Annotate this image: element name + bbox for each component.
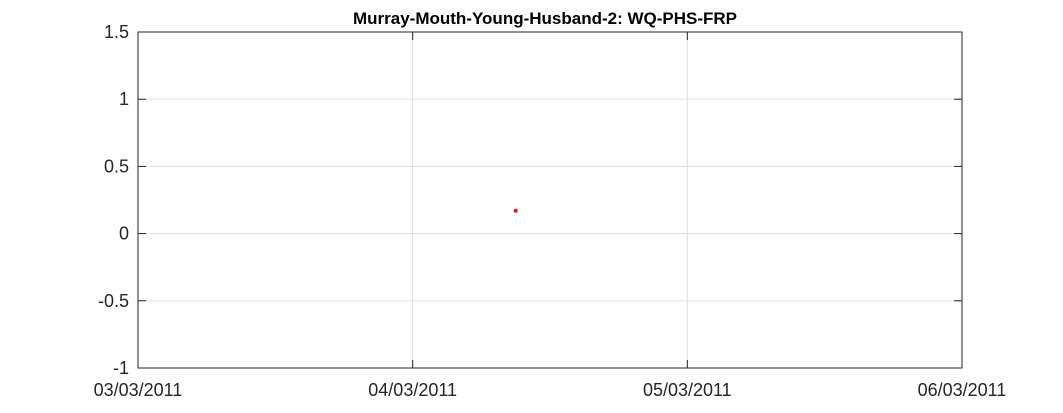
plot-frame [137,31,963,369]
data-points [513,208,518,213]
data-point [513,208,518,213]
y-tick-label: 0 [119,224,129,244]
y-tick-label: 1.5 [104,22,129,42]
plot-area [138,32,962,368]
x-tick-label: 06/03/2011 [918,380,1007,400]
grid-lines [138,32,962,368]
x-tick-labels: 03/03/2011 04/03/2011 05/03/2011 06/03/2011 [94,380,1007,400]
x-tick-label: 04/03/2011 [368,380,457,400]
x-tick-label: 05/03/2011 [643,380,732,400]
y-tick-label: 1 [119,89,129,109]
y-tick-labels: -1 -0.5 0 0.5 1 1.5 [98,22,129,378]
y-tick-label: -0.5 [98,291,129,311]
y-tick-label: 0.5 [104,156,129,176]
y-tick-label: -1 [113,358,129,378]
chart-title: Murray-Mouth-Young-Husband-2: WQ-PHS-FRP [353,9,737,28]
x-tick-label: 03/03/2011 [94,380,183,400]
